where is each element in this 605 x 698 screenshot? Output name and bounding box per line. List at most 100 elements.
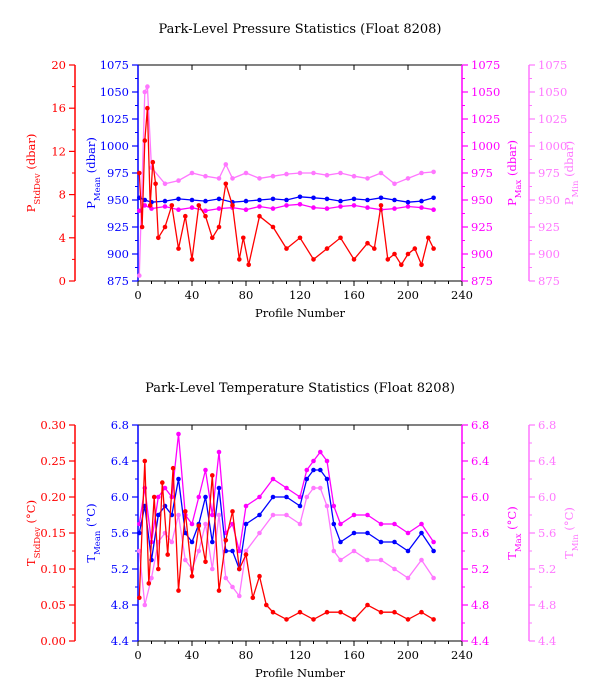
y-tick-label: 0.05 bbox=[40, 598, 66, 612]
data-point bbox=[237, 548, 242, 554]
data-point bbox=[365, 205, 370, 210]
data-point bbox=[176, 207, 181, 212]
data-point bbox=[189, 257, 195, 262]
data-point bbox=[176, 476, 181, 482]
y-tick-label: 6.0 bbox=[471, 490, 489, 504]
y-tick-label: 4.8 bbox=[471, 598, 489, 612]
y-tick-label: 6.0 bbox=[111, 490, 129, 504]
data-point bbox=[351, 548, 357, 554]
y-tick-label: 1025 bbox=[538, 112, 567, 126]
y-tick-label: 975 bbox=[107, 166, 129, 180]
data-point bbox=[257, 204, 262, 209]
data-point bbox=[237, 257, 242, 262]
data-point bbox=[419, 170, 424, 176]
data-point bbox=[304, 494, 310, 500]
data-point bbox=[270, 494, 276, 500]
data-point bbox=[237, 566, 242, 572]
data-point bbox=[405, 176, 411, 181]
y-tick-label: 5.2 bbox=[538, 562, 556, 576]
data-point bbox=[331, 503, 337, 509]
x-tick-label: 240 bbox=[451, 648, 473, 662]
y-tick-label: 925 bbox=[538, 220, 560, 234]
data-point bbox=[216, 512, 222, 518]
data-point bbox=[297, 503, 303, 509]
data-point bbox=[338, 609, 343, 615]
y-tick-label: 5.2 bbox=[111, 562, 129, 576]
y-axis-label-unit: (dbar) bbox=[24, 134, 38, 174]
data-point bbox=[324, 476, 330, 482]
data-point bbox=[223, 181, 229, 187]
y-axis-max: 4.4 4.8 5.2 5.6 6.0 6.4 6.8 TMax (°C) bbox=[461, 418, 524, 648]
data-point bbox=[243, 521, 249, 527]
y-axis-label-main: T bbox=[24, 558, 38, 566]
y-axis-min: 4.4 4.8 5.2 5.6 6.0 6.4 6.8 TMin (°C) bbox=[528, 418, 581, 648]
data-point bbox=[297, 521, 303, 527]
x-tick-label: 0 bbox=[134, 648, 141, 662]
data-point bbox=[270, 206, 276, 211]
data-point bbox=[311, 458, 316, 464]
y-axis-label-unit: (°C) bbox=[505, 506, 519, 533]
x-tick-label: 200 bbox=[397, 648, 419, 662]
data-point bbox=[223, 162, 229, 167]
data-point bbox=[183, 509, 188, 514]
data-point bbox=[160, 480, 165, 485]
data-point bbox=[399, 262, 404, 268]
y-tick-label: 900 bbox=[538, 247, 560, 261]
data-point bbox=[270, 609, 276, 615]
y-tick-label: 900 bbox=[107, 247, 129, 261]
y-tick-label: 950 bbox=[107, 193, 129, 207]
series-p-mean bbox=[137, 194, 436, 205]
y-axis-label-unit: (dbar) bbox=[84, 137, 98, 177]
data-point bbox=[203, 559, 208, 565]
data-point bbox=[378, 609, 384, 615]
y-tick-label: 4.4 bbox=[471, 634, 489, 648]
y-tick-label: 1050 bbox=[471, 85, 500, 99]
data-point bbox=[392, 539, 397, 545]
data-point bbox=[142, 89, 148, 95]
y-tick-label: 0.00 bbox=[40, 634, 66, 648]
data-point bbox=[257, 494, 262, 500]
chart-title: Park-Level Pressure Statistics (Float 82… bbox=[159, 22, 442, 37]
data-point bbox=[216, 449, 222, 455]
data-point bbox=[183, 213, 188, 219]
y-tick-label: 975 bbox=[471, 166, 493, 180]
data-point bbox=[257, 512, 262, 518]
y-tick-label: 950 bbox=[538, 193, 560, 207]
data-point bbox=[176, 512, 181, 518]
data-point bbox=[203, 494, 208, 500]
data-point bbox=[216, 485, 222, 491]
y-tick-label: 6.4 bbox=[111, 454, 129, 468]
data-point bbox=[412, 246, 418, 251]
data-point bbox=[243, 548, 249, 554]
y-tick-label: 950 bbox=[471, 193, 493, 207]
data-point bbox=[153, 181, 158, 187]
data-point bbox=[257, 573, 262, 579]
y-tick-label: 0.15 bbox=[40, 526, 66, 540]
x-tick-label: 240 bbox=[451, 288, 473, 302]
y-axis-label-unit: (dbar) bbox=[562, 141, 576, 181]
data-point bbox=[304, 467, 310, 473]
data-point bbox=[270, 224, 276, 230]
data-point bbox=[196, 203, 202, 208]
data-point bbox=[284, 485, 289, 491]
data-point bbox=[210, 566, 215, 572]
data-point bbox=[203, 467, 208, 473]
x-axis-label: Profile Number bbox=[255, 666, 346, 680]
y-tick-label: 0.25 bbox=[40, 454, 66, 468]
data-point bbox=[243, 170, 249, 176]
data-point bbox=[405, 204, 411, 209]
data-point bbox=[284, 203, 289, 208]
data-point bbox=[169, 203, 175, 208]
data-point bbox=[431, 617, 436, 622]
x-tick-label: 80 bbox=[239, 288, 254, 302]
y-axis-label-unit: (°C) bbox=[84, 503, 98, 530]
data-point bbox=[324, 609, 330, 615]
y-axis-label-main: P bbox=[505, 198, 519, 206]
data-point bbox=[331, 521, 337, 527]
data-point bbox=[284, 246, 289, 251]
series-line bbox=[138, 86, 434, 276]
y-tick-label: 925 bbox=[107, 220, 129, 234]
data-point bbox=[324, 206, 330, 211]
data-point bbox=[392, 181, 397, 187]
